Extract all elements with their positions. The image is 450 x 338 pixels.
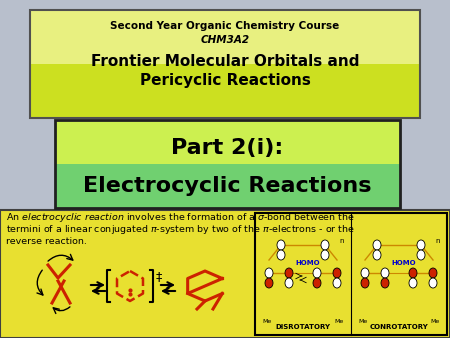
Bar <box>30 10 420 64</box>
Ellipse shape <box>381 268 389 278</box>
Ellipse shape <box>417 240 425 250</box>
Ellipse shape <box>409 268 417 278</box>
Text: CHM3A2: CHM3A2 <box>200 35 250 45</box>
Text: HOMO: HOMO <box>391 260 416 266</box>
Text: Frontier Molecular Orbitals and: Frontier Molecular Orbitals and <box>91 54 359 70</box>
Ellipse shape <box>265 268 273 278</box>
Ellipse shape <box>409 278 417 288</box>
Bar <box>0 210 450 338</box>
Text: n: n <box>435 238 440 244</box>
Text: n: n <box>339 238 343 244</box>
Bar <box>30 64 420 118</box>
Ellipse shape <box>417 250 425 260</box>
Text: $\ddagger$: $\ddagger$ <box>155 270 163 284</box>
Text: Part 2(i):: Part 2(i): <box>171 138 284 158</box>
Text: Pericyclic Reactions: Pericyclic Reactions <box>140 72 310 88</box>
Ellipse shape <box>429 268 437 278</box>
Ellipse shape <box>333 268 341 278</box>
Ellipse shape <box>361 268 369 278</box>
Ellipse shape <box>313 278 321 288</box>
Ellipse shape <box>321 240 329 250</box>
Text: HOMO: HOMO <box>295 260 319 266</box>
Text: Second Year Organic Chemistry Course: Second Year Organic Chemistry Course <box>110 21 340 31</box>
Text: termini of a linear conjugated $\pi$-system by two of the $\pi$-electrons - or t: termini of a linear conjugated $\pi$-sys… <box>6 223 355 237</box>
Ellipse shape <box>313 268 321 278</box>
Ellipse shape <box>333 278 341 288</box>
Ellipse shape <box>381 278 389 288</box>
Ellipse shape <box>265 278 273 288</box>
Text: DISROTATORY: DISROTATORY <box>275 324 330 330</box>
Text: Me: Me <box>262 319 272 324</box>
Ellipse shape <box>277 250 285 260</box>
Bar <box>55 164 400 208</box>
Bar <box>55 120 400 164</box>
Text: An $\it{electrocyclic\ reaction}$ involves the formation of a $\sigma$-bond betw: An $\it{electrocyclic\ reaction}$ involv… <box>6 212 355 224</box>
Text: Me: Me <box>334 319 344 324</box>
Ellipse shape <box>361 278 369 288</box>
Ellipse shape <box>373 250 381 260</box>
Text: Electrocyclic Reactions: Electrocyclic Reactions <box>83 176 372 196</box>
Ellipse shape <box>277 240 285 250</box>
Text: Me: Me <box>430 319 440 324</box>
Bar <box>30 10 420 118</box>
Bar <box>255 213 447 335</box>
Ellipse shape <box>285 268 293 278</box>
Text: CONROTATORY: CONROTATORY <box>369 324 428 330</box>
Text: reverse reaction.: reverse reaction. <box>6 238 87 246</box>
Bar <box>55 120 400 208</box>
Ellipse shape <box>373 240 381 250</box>
Ellipse shape <box>429 278 437 288</box>
Text: Me: Me <box>358 319 368 324</box>
Ellipse shape <box>285 278 293 288</box>
Ellipse shape <box>321 250 329 260</box>
